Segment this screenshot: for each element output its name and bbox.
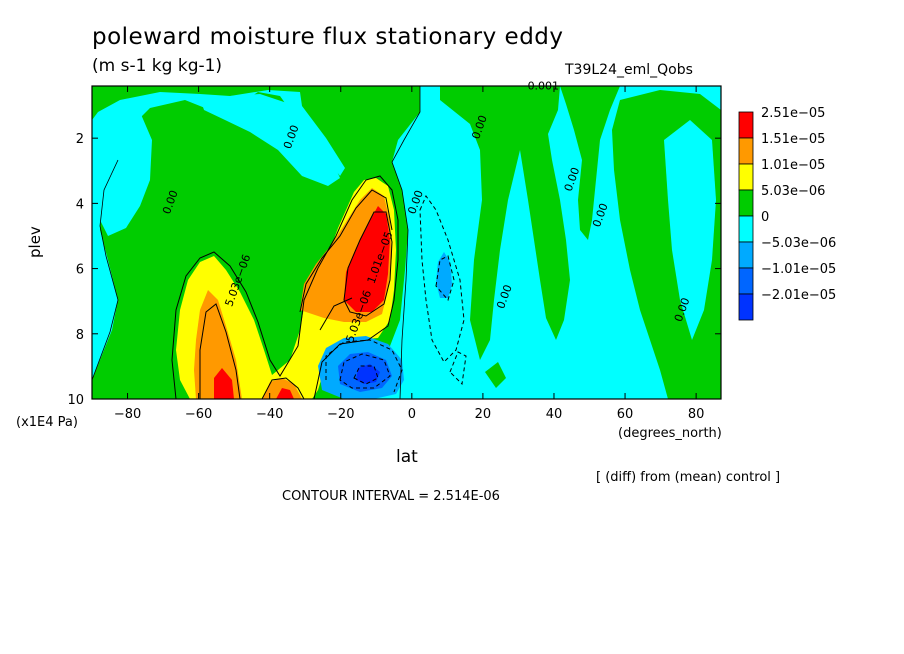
colorbar-swatch (738, 189, 754, 217)
colorbar-label: −5.03e−06 (761, 236, 836, 251)
x-tick-label: −80 (114, 407, 141, 422)
positive-contours (171, 175, 399, 399)
x-tick-label: −20 (327, 407, 354, 422)
red-core-30s (276, 388, 294, 399)
y-tick-label: 8 (76, 328, 84, 343)
contour-zero-2 (92, 159, 119, 381)
x-tick-label: 20 (475, 407, 492, 422)
contour-neg-6 (449, 351, 467, 386)
x-tick-label: −60 (185, 407, 212, 422)
contour-pos-2 (199, 303, 241, 399)
colorbar-swatch (738, 215, 754, 243)
contour-label: 0.001 (528, 79, 560, 92)
colorbar-swatch (738, 137, 754, 165)
contour-neg-2 (339, 353, 391, 389)
colorbar-swatch (738, 267, 754, 295)
chart-title: poleward moisture flux stationary eddy (92, 24, 564, 50)
contour-pos-5 (261, 377, 305, 399)
y-axis: 2 4 6 8 10 (67, 132, 721, 408)
negative-contours (325, 194, 467, 393)
x-axis-units: (degrees_north) (618, 426, 722, 441)
x-tick-label: 80 (688, 407, 705, 422)
colorbar-label: −1.01e−05 (761, 262, 836, 277)
x-tick-label: −40 (256, 407, 283, 422)
contour-neg-1 (325, 339, 403, 393)
contour-pos-3 (343, 211, 393, 317)
positive-band-eq (440, 86, 528, 360)
x-tick-label: 40 (546, 407, 563, 422)
x-tick-label: 60 (617, 407, 634, 422)
x-tick-label: 0 (408, 407, 416, 422)
positive-band-ne (495, 86, 570, 340)
red-core-52s (214, 368, 234, 399)
filled-contours (92, 86, 721, 399)
contour-pos-6 (319, 297, 353, 331)
colorbar-label: 1.51e−05 (761, 132, 825, 147)
run-label: T39L24_eml_Qobs (565, 62, 693, 78)
contour-pos-4 (299, 189, 393, 313)
red-core-10s (344, 206, 390, 312)
x-axis-label: lat (396, 447, 418, 467)
colorbar-swatch (738, 293, 754, 321)
contour-interval: CONTOUR INTERVAL = 2.514E-06 (282, 489, 500, 504)
positive-strip-low (485, 362, 506, 388)
y-tick-label: 4 (76, 197, 84, 212)
x-axis: −80 −60 −40 −20 0 20 40 60 80 (114, 86, 705, 422)
y-tick-label: 2 (76, 132, 84, 147)
chart-units: (m s-1 kg kg-1) (92, 56, 223, 76)
plot-frame (91, 85, 722, 400)
diff-note: [ (diff) from (mean) control ] (596, 470, 781, 485)
contour-neg-5 (435, 255, 455, 302)
zero-contours (92, 86, 421, 399)
colorbar-label: −2.01e−05 (761, 288, 836, 303)
orange-lobe-60s (194, 290, 242, 399)
colorbar-swatch (738, 241, 754, 269)
colorbar-label: 1.01e−05 (761, 158, 825, 173)
colorbar-swatch (738, 111, 754, 139)
colorbar-label: 2.51e−05 (761, 106, 825, 121)
positive-band-tropics-n (560, 86, 620, 240)
negative-core-10s-inner (356, 364, 380, 384)
contour-neg-4 (419, 194, 465, 363)
y-tick-label: 6 (76, 263, 84, 278)
colorbar-label: 0 (761, 210, 769, 225)
negative-core-10n (436, 252, 452, 298)
colorbar-swatch (738, 163, 754, 191)
colorbar-legend: 2.51e−05 1.51e−05 1.01e−05 5.03e−06 0 −5.03e−… (738, 106, 836, 321)
zero-pocket-upper (200, 94, 340, 186)
zero-pocket-north (664, 120, 716, 340)
contour-zero-1 (391, 86, 421, 399)
contour-pos-1 (171, 175, 399, 399)
zero-pocket-south (92, 104, 152, 236)
colorbar-label: 5.03e−06 (761, 184, 825, 199)
y-axis-units: (x1E4 Pa) (16, 415, 78, 430)
y-tick-label: 10 (67, 393, 84, 408)
